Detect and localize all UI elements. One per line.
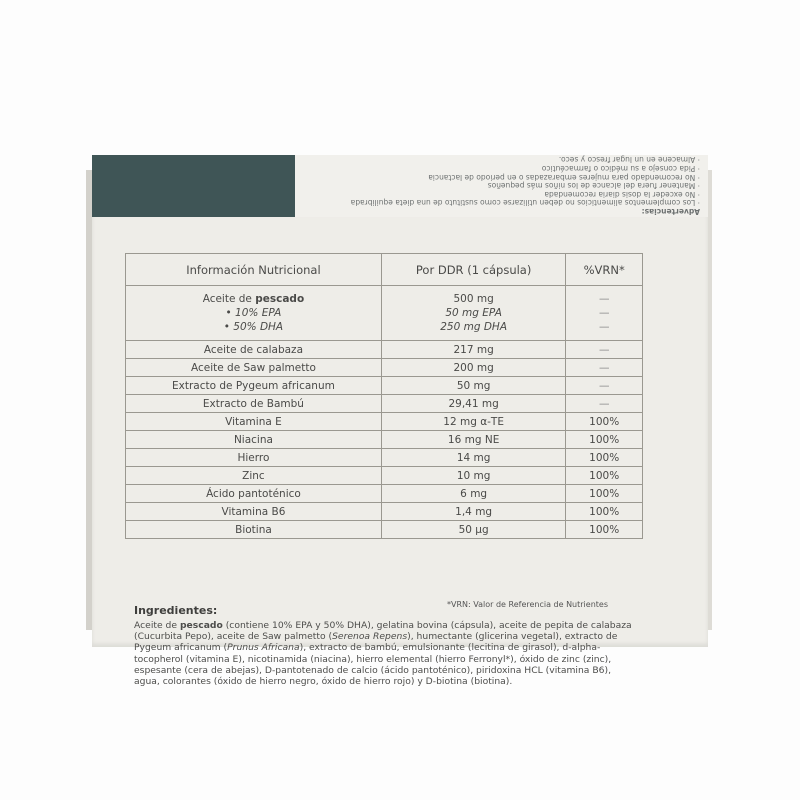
cell-amount: 29,41 mg [380,394,567,413]
table-row: Niacina 16 mg NE 100% [125,430,643,449]
header-cell: %VRN* [565,253,643,286]
product-box: Advertencias: · Los complementos aliment… [92,155,708,687]
table-row: Hierro 14 mg 100% [125,448,643,467]
cell-vrn: 100% [565,448,643,467]
cell-vrn: 100% [565,502,643,521]
cell-vrn: 100% [565,412,643,431]
cell-vrn: — [565,340,643,359]
warnings-title: Advertencias: [641,207,700,216]
cell-name: Niacina [125,430,382,449]
cell-name: Zinc [125,466,382,485]
cell-vrn: 100% [565,430,643,449]
table-row: Biotina 50 µg 100% [125,520,643,539]
table-row: Ácido pantoténico 6 mg 100% [125,484,643,503]
cell-name: Ácido pantoténico [125,484,382,503]
box-top-flap: Advertencias: · Los complementos aliment… [92,155,708,219]
cell-amount: 50 µg [380,520,567,539]
warning-line: · Pida consejo a su médico o farmacéutic… [541,164,700,174]
cell-amount: 500 mg 50 mg EPA 250 mg DHA [380,285,567,341]
warning-line: · Almacene en un lugar fresco y seco. [558,155,700,165]
ingredients-title: Ingredientes: [134,604,218,617]
nutrition-table: Información Nutricional Por DDR (1 cápsu… [125,253,643,539]
warning-line: · Mantener fuera del alcance de los niño… [487,181,700,191]
cell-vrn: 100% [565,466,643,485]
cell-vrn: 100% [565,520,643,539]
table-row: Extracto de Pygeum africanum 50 mg — [125,376,643,395]
cell-vrn: — [565,394,643,413]
cell-amount: 50 mg [380,376,567,395]
table-row: Zinc 10 mg 100% [125,466,643,485]
cell-amount: 217 mg [380,340,567,359]
table-header: Información Nutricional Por DDR (1 cápsu… [125,253,643,286]
box-back-face: Información Nutricional Por DDR (1 cápsu… [92,217,708,687]
cell-amount: 6 mg [380,484,567,503]
table-row: Aceite de Saw palmetto 200 mg — [125,358,643,377]
warning-line: · No exceder la dosis diaria recomendada [544,189,700,199]
cell-name: Vitamina B6 [125,502,382,521]
table-row: Aceite de calabaza 217 mg — [125,340,643,359]
cell-name: Aceite de pescado • 10% EPA • 50% DHA [125,285,382,341]
cell-name: Vitamina E [125,412,382,431]
cell-vrn: 100% [565,484,643,503]
warning-line: · No recomendado para mujeres embarazada… [428,172,700,182]
ingredients-text: Aceite de pescado (contiene 10% EPA y 50… [134,620,632,688]
cell-name: Biotina [125,520,382,539]
warning-line: · Los complementos alimenticios no deben… [350,198,700,208]
cell-name: Hierro [125,448,382,467]
cell-amount: 200 mg [380,358,567,377]
flap-color-band [92,155,295,217]
cell-name: Extracto de Pygeum africanum [125,376,382,395]
table-row: Extracto de Bambú 29,41 mg — [125,394,643,413]
table-row: Aceite de pescado • 10% EPA • 50% DHA 500… [125,285,643,341]
header-cell: Por DDR (1 cápsula) [380,253,567,286]
table-row: Vitamina E 12 mg α-TE 100% [125,412,643,431]
cell-amount: 1,4 mg [380,502,567,521]
cell-name: Aceite de Saw palmetto [125,358,382,377]
cell-vrn: — [565,358,643,377]
cell-amount: 10 mg [380,466,567,485]
cell-amount: 12 mg α-TE [380,412,567,431]
cell-name: Aceite de calabaza [125,340,382,359]
cell-amount: 14 mg [380,448,567,467]
cell-amount: 16 mg NE [380,430,567,449]
cell-name: Extracto de Bambú [125,394,382,413]
vrn-footnote: *VRN: Valor de Referencia de Nutrientes [447,600,608,609]
table-row: Vitamina B6 1,4 mg 100% [125,502,643,521]
cell-vrn: — [565,376,643,395]
header-cell: Información Nutricional [125,253,382,286]
cell-vrn: — — — [565,285,643,341]
warnings-text: Advertencias: · Los complementos aliment… [300,155,700,216]
